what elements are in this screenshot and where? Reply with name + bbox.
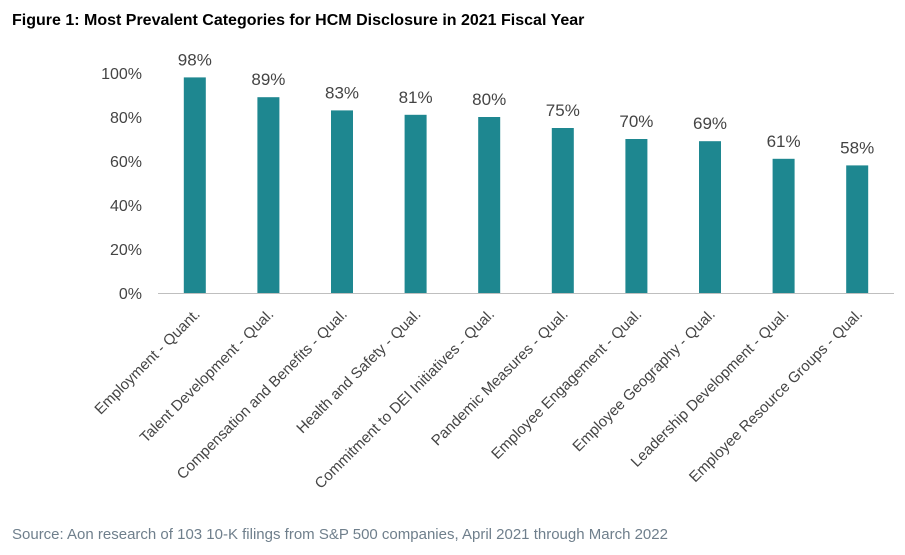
y-tick-label: 60% — [110, 154, 142, 171]
data-label: 81% — [399, 88, 433, 107]
bar — [183, 77, 206, 294]
source-note: Source: Aon research of 103 10-K filings… — [12, 526, 668, 543]
bar — [331, 110, 353, 294]
bar — [699, 141, 721, 293]
data-labels: 98% 89% 83% 81% 80% 75% 70% 69% 61% 58% — [178, 50, 874, 157]
y-axis-ticks: 0% 20% 40% 60% 80% 100% — [101, 66, 142, 303]
category-label: Employee Engagement - Qual. — [488, 306, 645, 463]
y-tick-label: 0% — [119, 286, 142, 303]
data-label: 61% — [767, 132, 801, 151]
bar — [551, 128, 574, 293]
category-label: Leadership Development - Qual. — [628, 306, 793, 471]
data-label: 83% — [325, 83, 359, 102]
y-tick-label: 100% — [101, 66, 142, 83]
bar — [772, 158, 795, 293]
y-tick-label: 80% — [110, 110, 142, 127]
category-label: Talent Development - Qual. — [137, 306, 278, 447]
bar — [257, 97, 280, 293]
category-label: Pandemic Measures - Qual. — [428, 306, 571, 449]
y-tick-label: 40% — [110, 198, 142, 215]
bar — [478, 117, 501, 293]
bars — [183, 77, 869, 294]
data-label: 69% — [693, 114, 727, 133]
data-label: 58% — [840, 138, 874, 157]
category-labels: Employment - Quant.Talent Development - … — [91, 306, 866, 492]
data-label: 98% — [178, 50, 212, 69]
bar — [625, 139, 648, 293]
data-label: 89% — [251, 70, 285, 89]
category-label: Health and Safety - Qual. — [293, 306, 424, 437]
y-tick-label: 20% — [110, 242, 142, 259]
data-label: 80% — [472, 90, 506, 109]
data-label: 70% — [619, 112, 653, 131]
bar — [846, 165, 869, 293]
data-label: 75% — [546, 101, 580, 120]
bar-chart: 0% 20% 40% 60% 80% 100% 98% 89% 83% 81% 80% 75% 70%… — [91, 50, 894, 492]
category-label: Employee Geography - Qual. — [569, 306, 718, 455]
bar — [404, 114, 427, 293]
chart-title: Figure 1: Most Prevalent Categories for … — [12, 12, 585, 29]
